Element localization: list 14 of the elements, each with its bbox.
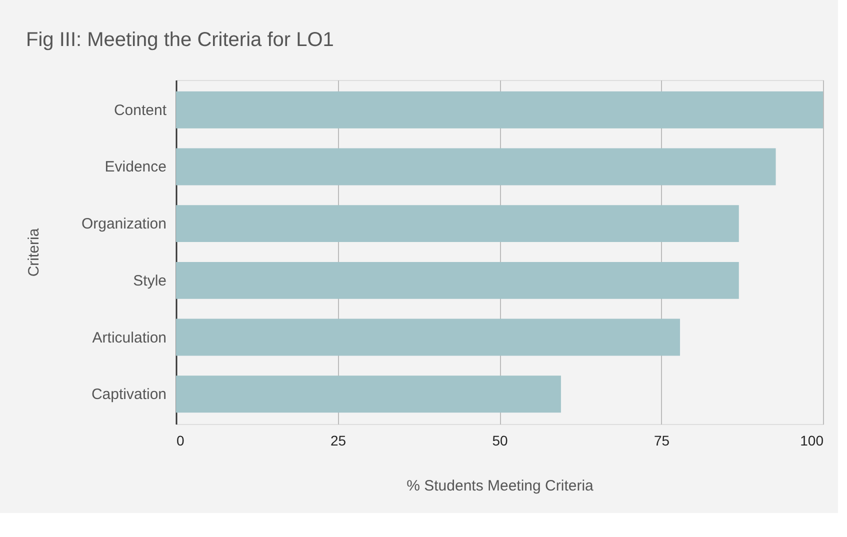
y-tick-label: Evidence [104, 158, 166, 176]
y-axis-title: Criteria [25, 228, 42, 277]
y-tick-label: Organization [81, 216, 166, 233]
x-tick-label: 75 [654, 432, 670, 448]
chart-title: Fig III: Meeting the Criteria for LO1 [26, 29, 334, 51]
y-tick-label: Content [114, 102, 168, 119]
x-tick-label: 50 [492, 432, 508, 448]
x-tick-label: 0 [176, 432, 184, 448]
x-axis-title: % Students Meeting Criteria [406, 478, 594, 494]
x-tick-label: 100 [800, 432, 824, 448]
y-tick-label: Style [133, 272, 166, 290]
x-tick-label: 25 [330, 432, 346, 448]
y-tick-label: Articulation [92, 329, 166, 346]
y-tick-label: Captivation [91, 386, 166, 404]
